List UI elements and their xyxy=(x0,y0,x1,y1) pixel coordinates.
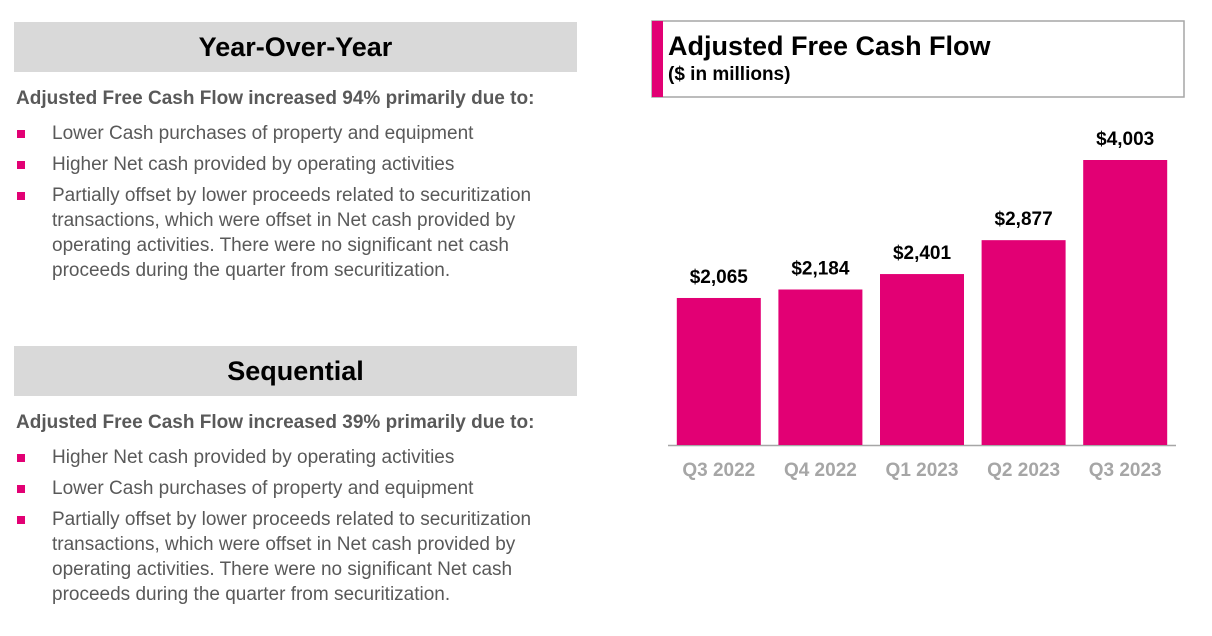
chart-title: Adjusted Free Cash Flow xyxy=(668,31,992,61)
value-label: $2,184 xyxy=(791,259,850,280)
section: Sequential Adjusted Free Cash Flow increa… xyxy=(14,346,577,613)
x-tick-label: Q1 2023 xyxy=(886,460,959,481)
section-intro: Adjusted Free Cash Flow increased 39% pr… xyxy=(16,412,535,433)
x-tick-label: Q2 2023 xyxy=(987,460,1060,481)
value-label: $2,877 xyxy=(995,209,1053,230)
chart-subtitle: ($ in millions) xyxy=(668,64,790,85)
title-accent xyxy=(652,21,663,97)
bullet-list: Higher Net cash provided by operating ac… xyxy=(14,445,577,607)
bullet: Lower Cash purchases of property and equ… xyxy=(14,121,577,146)
x-tick-label: Q3 2022 xyxy=(682,460,755,481)
value-label: $2,401 xyxy=(893,243,952,264)
section-intro: Adjusted Free Cash Flow increased 94% pr… xyxy=(16,88,535,109)
value-label: $4,003 xyxy=(1096,129,1154,150)
bullet-list: Lower Cash purchases of property and equ… xyxy=(14,121,577,283)
bar xyxy=(778,289,863,445)
bar xyxy=(676,297,761,445)
bullet: Higher Net cash provided by operating ac… xyxy=(14,445,577,470)
bullet: Lower Cash purchases of property and equ… xyxy=(14,476,577,501)
value-label: $2,065 xyxy=(690,267,749,288)
bar xyxy=(880,274,964,445)
x-tick-label: Q3 2023 xyxy=(1089,460,1162,481)
bar xyxy=(1083,160,1168,445)
x-tick-label: Q4 2022 xyxy=(784,460,857,481)
section: Year-Over-Year Adjusted Free Cash Flow in… xyxy=(14,22,577,289)
section-heading: Year-Over-Year xyxy=(14,22,577,72)
title-box xyxy=(651,20,1185,98)
bullet: Partially offset by lower proceeds relat… xyxy=(14,183,577,283)
section-heading: Sequential xyxy=(14,346,577,396)
bullet: Higher Net cash provided by operating ac… xyxy=(14,152,577,177)
bullet: Partially offset by lower proceeds relat… xyxy=(14,507,577,607)
bar xyxy=(981,240,1066,445)
